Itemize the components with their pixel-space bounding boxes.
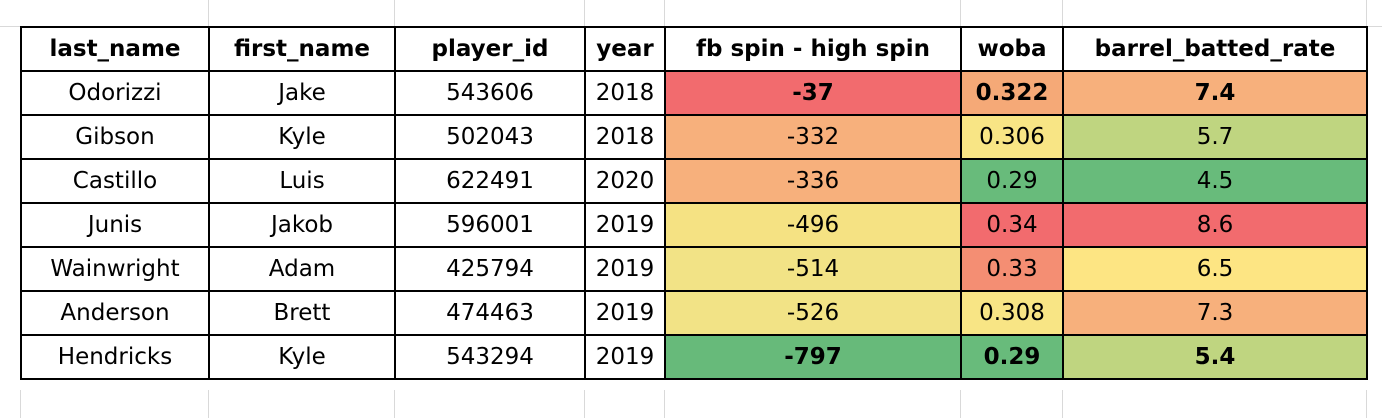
table-row: Hendricks Kyle 543294 2019 -797 0.29 5.4 <box>20 334 1368 380</box>
cell-player-id[interactable]: 474463 <box>394 290 586 336</box>
sheet-gridline <box>394 0 395 26</box>
cell-year[interactable]: 2019 <box>584 202 666 248</box>
sheet-gridline <box>960 390 961 418</box>
cell-woba[interactable]: 0.34 <box>960 202 1064 248</box>
cell-barrel-batted-rate[interactable]: 7.4 <box>1062 70 1368 116</box>
cell-woba[interactable]: 0.29 <box>960 334 1064 380</box>
cell-last-name[interactable]: Odorizzi <box>20 70 210 116</box>
header-row: last_name first_name player_id year fb s… <box>20 26 1368 72</box>
sheet-gridline <box>0 26 20 27</box>
cell-year[interactable]: 2018 <box>584 114 666 160</box>
cell-woba[interactable]: 0.33 <box>960 246 1064 292</box>
cell-player-id[interactable]: 543294 <box>394 334 586 380</box>
cell-first-name[interactable]: Luis <box>208 158 396 204</box>
table-row: Castillo Luis 622491 2020 -336 0.29 4.5 <box>20 158 1368 204</box>
sheet-gridline <box>1062 390 1063 418</box>
cell-year[interactable]: 2019 <box>584 290 666 336</box>
cell-fb-spin[interactable]: -514 <box>664 246 962 292</box>
cell-first-name[interactable]: Kyle <box>208 114 396 160</box>
cell-player-id[interactable]: 543606 <box>394 70 586 116</box>
table-row: Odorizzi Jake 543606 2018 -37 0.322 7.4 <box>20 70 1368 116</box>
cell-woba[interactable]: 0.306 <box>960 114 1064 160</box>
cell-fb-spin[interactable]: -37 <box>664 70 962 116</box>
cell-last-name[interactable]: Anderson <box>20 290 210 336</box>
sheet-gridline <box>584 0 585 26</box>
cell-last-name[interactable]: Gibson <box>20 114 210 160</box>
cell-barrel-batted-rate[interactable]: 6.5 <box>1062 246 1368 292</box>
cell-year[interactable]: 2019 <box>584 246 666 292</box>
table-row: Gibson Kyle 502043 2018 -332 0.306 5.7 <box>20 114 1368 160</box>
column-header-player-id[interactable]: player_id <box>394 26 586 72</box>
cell-first-name[interactable]: Jake <box>208 70 396 116</box>
column-header-year[interactable]: year <box>584 26 666 72</box>
cell-barrel-batted-rate[interactable]: 5.4 <box>1062 334 1368 380</box>
column-header-first-name[interactable]: first_name <box>208 26 396 72</box>
cell-barrel-batted-rate[interactable]: 4.5 <box>1062 158 1368 204</box>
cell-last-name[interactable]: Wainwright <box>20 246 210 292</box>
sheet-gridline <box>1366 390 1367 418</box>
cell-last-name[interactable]: Castillo <box>20 158 210 204</box>
cell-last-name[interactable]: Junis <box>20 202 210 248</box>
sheet-gridline <box>394 390 395 418</box>
cell-player-id[interactable]: 596001 <box>394 202 586 248</box>
cell-fb-spin[interactable]: -526 <box>664 290 962 336</box>
cell-first-name[interactable]: Kyle <box>208 334 396 380</box>
table-row: Anderson Brett 474463 2019 -526 0.308 7.… <box>20 290 1368 336</box>
cell-first-name[interactable]: Jakob <box>208 202 396 248</box>
column-header-barrel-batted-rate[interactable]: barrel_batted_rate <box>1062 26 1368 72</box>
cell-fb-spin[interactable]: -797 <box>664 334 962 380</box>
sheet-gridline <box>20 390 21 418</box>
cell-woba[interactable]: 0.29 <box>960 158 1064 204</box>
table-row: Junis Jakob 596001 2019 -496 0.34 8.6 <box>20 202 1368 248</box>
data-table: last_name first_name player_id year fb s… <box>20 26 1368 380</box>
cell-fb-spin[interactable]: -336 <box>664 158 962 204</box>
sheet-gridline <box>1366 0 1367 26</box>
sheet-gridline <box>208 390 209 418</box>
sheet-gridline <box>664 390 665 418</box>
sheet-gridline <box>664 0 665 26</box>
cell-year[interactable]: 2019 <box>584 334 666 380</box>
cell-player-id[interactable]: 502043 <box>394 114 586 160</box>
cell-year[interactable]: 2020 <box>584 158 666 204</box>
cell-last-name[interactable]: Hendricks <box>20 334 210 380</box>
cell-player-id[interactable]: 425794 <box>394 246 586 292</box>
column-header-fb-spin[interactable]: fb spin - high spin <box>664 26 962 72</box>
column-header-woba[interactable]: woba <box>960 26 1064 72</box>
column-header-last-name[interactable]: last_name <box>20 26 210 72</box>
cell-year[interactable]: 2018 <box>584 70 666 116</box>
cell-fb-spin[interactable]: -496 <box>664 202 962 248</box>
sheet-gridline <box>208 0 209 26</box>
cell-woba[interactable]: 0.322 <box>960 70 1064 116</box>
cell-first-name[interactable]: Brett <box>208 290 396 336</box>
sheet-gridline <box>584 390 585 418</box>
cell-first-name[interactable]: Adam <box>208 246 396 292</box>
cell-fb-spin[interactable]: -332 <box>664 114 962 160</box>
sheet-gridline <box>1062 0 1063 26</box>
table-row: Wainwright Adam 425794 2019 -514 0.33 6.… <box>20 246 1368 292</box>
sheet-gridline <box>960 0 961 26</box>
cell-woba[interactable]: 0.308 <box>960 290 1064 336</box>
cell-player-id[interactable]: 622491 <box>394 158 586 204</box>
cell-barrel-batted-rate[interactable]: 5.7 <box>1062 114 1368 160</box>
cell-barrel-batted-rate[interactable]: 7.3 <box>1062 290 1368 336</box>
cell-barrel-batted-rate[interactable]: 8.6 <box>1062 202 1368 248</box>
sheet-gridline <box>1366 26 1382 27</box>
